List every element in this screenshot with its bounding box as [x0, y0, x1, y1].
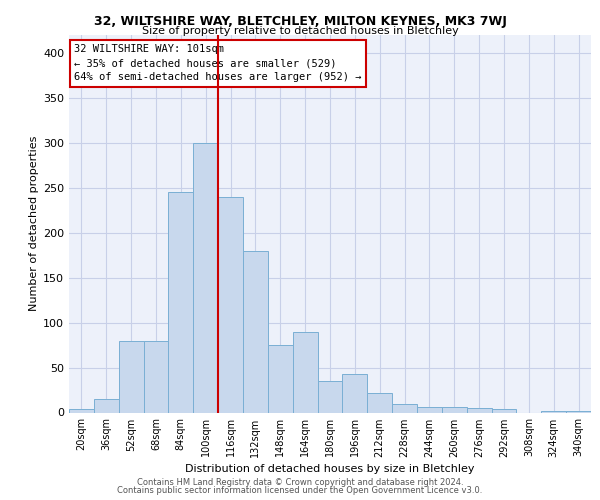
Bar [491, 409, 517, 412]
Bar [392, 404, 417, 412]
Bar [343, 374, 367, 412]
Text: 32, WILTSHIRE WAY, BLETCHLEY, MILTON KEYNES, MK3 7WJ: 32, WILTSHIRE WAY, BLETCHLEY, MILTON KEY… [94, 15, 506, 28]
Bar [69, 409, 94, 412]
Bar [268, 345, 293, 412]
Bar [367, 392, 392, 412]
Text: Size of property relative to detached houses in Bletchley: Size of property relative to detached ho… [142, 26, 458, 36]
Bar [169, 192, 193, 412]
Bar [541, 410, 566, 412]
Text: 32 WILTSHIRE WAY: 101sqm
← 35% of detached houses are smaller (529)
64% of semi-: 32 WILTSHIRE WAY: 101sqm ← 35% of detach… [74, 44, 362, 82]
Text: Contains HM Land Registry data © Crown copyright and database right 2024.: Contains HM Land Registry data © Crown c… [137, 478, 463, 487]
Text: Contains public sector information licensed under the Open Government Licence v3: Contains public sector information licen… [118, 486, 482, 495]
Bar [218, 197, 243, 412]
Y-axis label: Number of detached properties: Number of detached properties [29, 136, 39, 312]
Bar [293, 332, 317, 412]
Bar [119, 340, 143, 412]
Bar [467, 408, 491, 412]
Bar [417, 407, 442, 412]
Bar [143, 340, 169, 412]
Bar [94, 399, 119, 412]
Bar [243, 250, 268, 412]
X-axis label: Distribution of detached houses by size in Bletchley: Distribution of detached houses by size … [185, 464, 475, 473]
Bar [317, 381, 343, 412]
Bar [193, 143, 218, 412]
Bar [442, 407, 467, 412]
Bar [566, 410, 591, 412]
